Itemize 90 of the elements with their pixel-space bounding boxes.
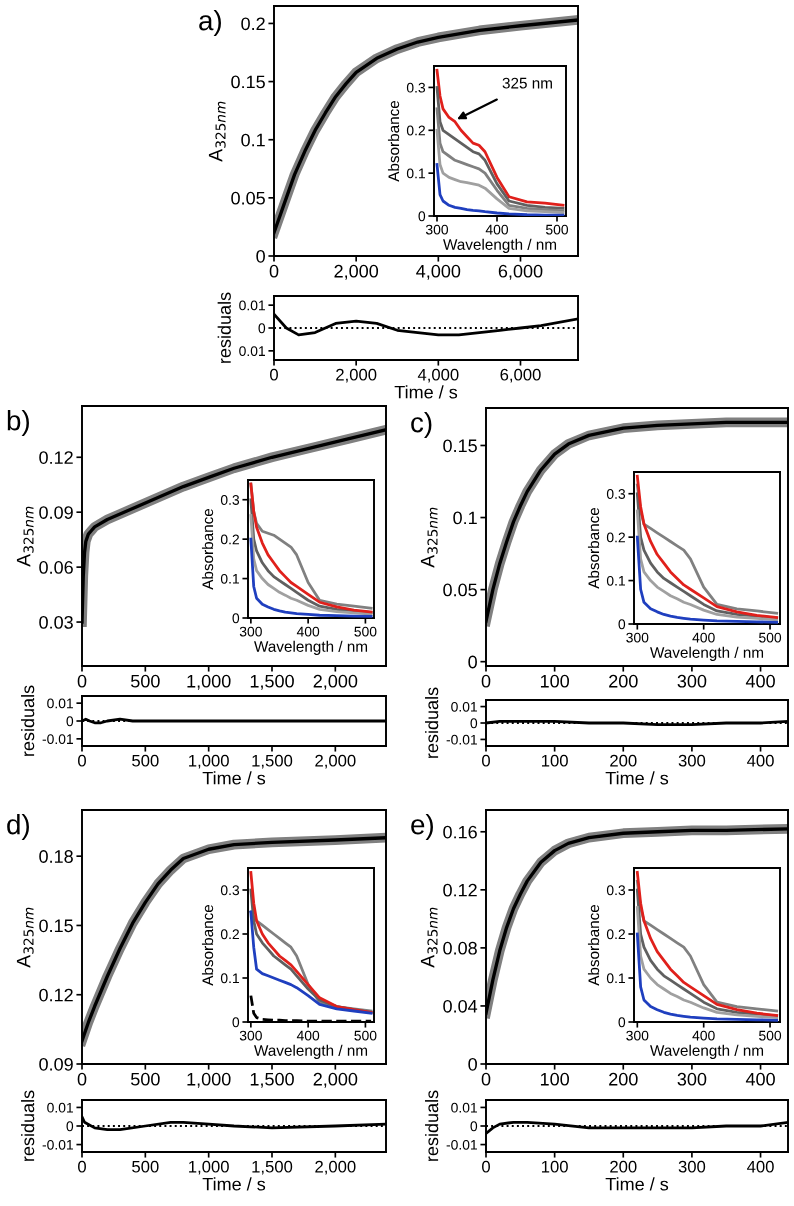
y-axis-title: residuals [217, 292, 231, 363]
x-tick-label: 1,000 [189, 1160, 229, 1175]
y-tick-label: 0.12 [39, 988, 73, 1002]
x-tick-label: 0 [77, 674, 87, 688]
y-axis-title: residuals [425, 1090, 439, 1161]
x-tick-label: 200 [610, 754, 637, 767]
x-tick-label: 4,000 [417, 368, 459, 383]
x-tick-label: 400 [747, 754, 774, 767]
x-tick-label: 300 [677, 1072, 707, 1086]
chart-title: c) [411, 412, 432, 438]
x-tick-label: 6,000 [500, 368, 541, 383]
x-tick-label: 0 [269, 264, 279, 278]
y-tick-label: 0.2 [241, 17, 265, 31]
x-tick-label: 400 [745, 1072, 775, 1086]
x-tick-label: 2,000 [313, 1072, 358, 1088]
x-tick-label: 500 [132, 754, 159, 767]
x-tick-label: 0 [78, 754, 86, 767]
chart-title: e) [411, 814, 433, 840]
x-tick-label: 0 [78, 1160, 86, 1173]
x-tick-label: 0 [482, 754, 490, 767]
x-tick-label: 2,000 [315, 1160, 356, 1175]
x-tick-label: 500 [130, 674, 160, 688]
x-tick-label: 400 [747, 1160, 774, 1173]
x-tick-label: 400 [745, 674, 775, 688]
x-axis-title: Time / s [605, 771, 669, 785]
x-tick-label: 1,500 [250, 1072, 294, 1088]
y-tick-label: 0.1 [453, 511, 477, 525]
x-tick-label: 1,000 [189, 754, 229, 769]
y-axis-title: A$_{325nm}$ [16, 506, 34, 567]
y-tick-label: 0.18 [39, 850, 73, 863]
x-tick-label: 300 [678, 754, 706, 767]
y-tick-label: 0.05 [443, 583, 477, 597]
x-tick-label: 0 [482, 1160, 490, 1173]
x-tick-label: 1,000 [187, 1072, 231, 1088]
chart-title: d) [7, 814, 29, 840]
x-tick-label: 2,000 [334, 264, 379, 280]
x-tick-label: 200 [610, 1160, 637, 1173]
y-tick-label: 0.15 [231, 75, 265, 89]
y-axis-title: residuals [21, 685, 35, 756]
x-tick-label: 100 [542, 1160, 568, 1173]
y-tick-label: 0.05 [231, 191, 265, 205]
x-axis-title: Time / s [394, 385, 458, 399]
y-tick-label: 0.15 [39, 919, 73, 933]
y-axis-title: A$_{325nm}$ [16, 907, 34, 968]
x-tick-label: 1,500 [252, 754, 293, 769]
x-tick-label: 500 [130, 1072, 160, 1086]
x-tick-label: 1,000 [187, 674, 231, 690]
y-axis-title: A$_{325nm}$ [420, 907, 438, 968]
y-tick-label: 0.09 [39, 506, 73, 519]
y-tick-label: 0.1 [241, 133, 265, 147]
x-tick-label: 200 [609, 674, 638, 688]
y-axis-title: A$_{325nm}$ [208, 101, 226, 162]
y-tick-label: 0.09 [39, 1057, 73, 1071]
y-tick-label: 0.03 [39, 615, 73, 629]
y-tick-label: 0 [468, 1057, 477, 1071]
x-axis-title: Time / s [202, 1177, 266, 1191]
x-tick-label: 0 [481, 1072, 491, 1086]
y-tick-label: 0 [256, 249, 265, 263]
y-axis-title: residuals [21, 1090, 35, 1161]
x-tick-label: 100 [540, 674, 569, 688]
y-tick-label: 0 [468, 655, 477, 669]
x-tick-label: 1,500 [252, 1160, 293, 1175]
x-tick-label: 300 [677, 674, 707, 688]
y-tick-label: 0.12 [39, 451, 73, 464]
x-tick-label: 100 [540, 1072, 569, 1086]
chart-title: b) [7, 410, 29, 436]
x-tick-label: 300 [678, 1160, 706, 1173]
x-tick-label: 4,000 [416, 264, 461, 280]
x-axis-title: Time / s [202, 771, 266, 785]
y-tick-label: 0.06 [39, 561, 73, 574]
x-tick-label: 500 [132, 1160, 159, 1173]
x-tick-label: 0 [77, 1072, 87, 1086]
y-tick-label: 0.08 [443, 941, 477, 955]
x-tick-label: 0 [481, 674, 491, 688]
x-tick-label: 6,000 [498, 264, 543, 280]
x-tick-label: 100 [542, 754, 568, 767]
x-tick-label: 200 [609, 1072, 638, 1086]
x-tick-label: 2,000 [336, 368, 377, 383]
x-tick-label: 2,000 [313, 674, 358, 690]
x-tick-label: 1,500 [250, 674, 294, 690]
x-tick-label: 0 [270, 368, 278, 381]
y-tick-label: 0.15 [443, 439, 477, 453]
x-tick-label: 2,000 [315, 754, 356, 769]
chart-title: a) [199, 10, 221, 36]
y-tick-label: 0.16 [443, 825, 477, 839]
y-tick-label: 0.04 [443, 999, 478, 1013]
y-axis-title: residuals [425, 687, 439, 758]
y-axis-title: A$_{325nm}$ [420, 507, 438, 568]
x-axis-title: Time / s [605, 1177, 669, 1191]
y-tick-label: 0.12 [443, 883, 477, 897]
